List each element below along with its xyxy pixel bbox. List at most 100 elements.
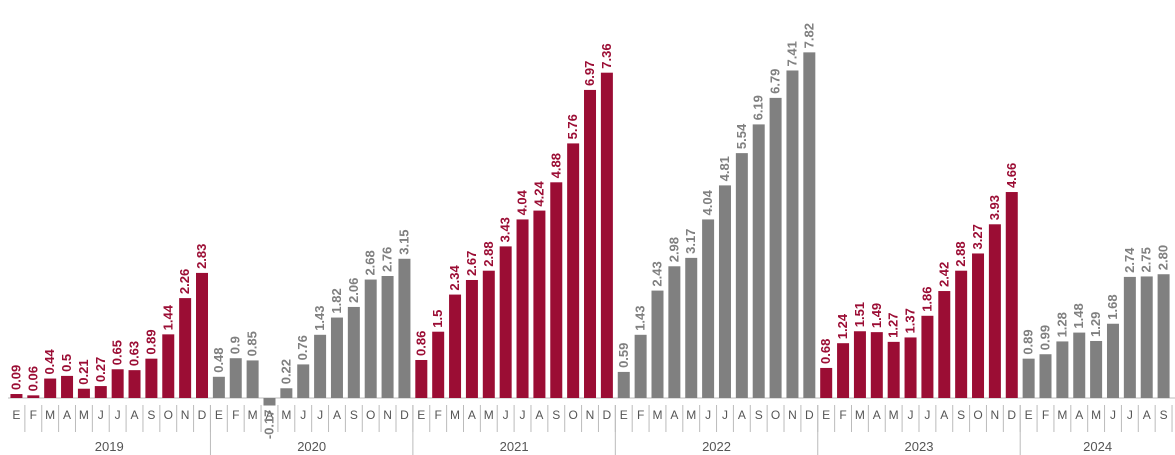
- month-tick-label: A: [670, 408, 678, 422]
- bar-2024-2: [1039, 354, 1052, 398]
- month-tick-label: N: [991, 408, 1000, 422]
- month-tick-label: J: [924, 408, 930, 422]
- month-tick-label: N: [586, 408, 595, 422]
- bar-2019-10: [162, 334, 175, 398]
- year-label: 2024: [1083, 439, 1112, 454]
- data-label: 4.66: [1004, 163, 1019, 188]
- year-label: 2020: [297, 439, 326, 454]
- data-label: 4.04: [515, 189, 530, 215]
- data-label: 7.36: [599, 43, 614, 68]
- bar-2022-9: [752, 124, 765, 398]
- month-tick-label: J: [300, 408, 306, 422]
- data-label: 1.5: [430, 310, 445, 328]
- year-label: 2023: [905, 439, 934, 454]
- month-tick-label: S: [755, 408, 763, 422]
- data-label: 0.06: [25, 366, 40, 391]
- month-tick-label: M: [281, 408, 291, 422]
- data-label: 6.79: [768, 69, 783, 94]
- bar-2020-5: [280, 388, 293, 398]
- bar-2019-1: [10, 394, 23, 398]
- data-label: 2.75: [1139, 247, 1154, 272]
- month-tick-label: F: [1042, 408, 1049, 422]
- data-label: 0.44: [42, 348, 57, 374]
- bar-2021-9: [550, 182, 563, 398]
- month-tick-label: A: [535, 408, 543, 422]
- bar-2023-1: [820, 367, 833, 398]
- data-label: 1.51: [852, 302, 867, 327]
- bar-2019-8: [128, 370, 141, 398]
- bar-2019-11: [179, 298, 192, 398]
- bar-2021-8: [533, 210, 546, 398]
- month-tick-label: F: [637, 408, 644, 422]
- month-tick-label: M: [484, 408, 494, 422]
- bar-2019-5: [77, 388, 90, 398]
- month-tick-label: A: [940, 408, 948, 422]
- month-tick-label: E: [620, 408, 628, 422]
- month-tick-label: E: [12, 408, 20, 422]
- data-label: 0.76: [295, 335, 310, 360]
- month-tick-label: J: [908, 408, 914, 422]
- month-tick-label: S: [1160, 408, 1168, 422]
- month-tick-label: S: [957, 408, 965, 422]
- bar-2020-12: [398, 258, 411, 398]
- bar-2023-6: [904, 337, 917, 398]
- month-tick-label: E: [215, 408, 223, 422]
- month-tick-label: M: [79, 408, 89, 422]
- month-tick-label: F: [839, 408, 846, 422]
- bar-2019-7: [111, 369, 124, 398]
- data-label: 3.43: [498, 217, 513, 242]
- bar-2024-9: [1157, 274, 1170, 398]
- data-label: 5.54: [734, 123, 749, 149]
- month-tick-label: F: [30, 408, 37, 422]
- bar-2021-10: [567, 143, 580, 398]
- month-tick-label: M: [1091, 408, 1101, 422]
- year-label: 2021: [500, 439, 529, 454]
- month-tick-label: A: [873, 408, 881, 422]
- bar-2020-8: [330, 317, 343, 398]
- bar-2020-4: [263, 398, 276, 406]
- month-tick-label: D: [400, 408, 409, 422]
- bar-2022-8: [735, 153, 748, 398]
- bar-2021-12: [600, 72, 613, 399]
- bar-2019-4: [61, 375, 74, 398]
- month-tick-label: A: [468, 408, 476, 422]
- data-label: 5.76: [565, 114, 580, 139]
- bar-2021-7: [516, 219, 529, 398]
- bar-2024-4: [1073, 332, 1086, 398]
- data-label: 0.89: [1021, 329, 1036, 354]
- bar-2020-11: [381, 276, 394, 398]
- bar-2022-11: [786, 70, 799, 398]
- bar-2020-2: [229, 358, 242, 398]
- month-tick-label: O: [568, 408, 577, 422]
- data-label: 0.21: [76, 359, 91, 384]
- data-label: 0.68: [818, 339, 833, 364]
- data-label: 2.43: [649, 261, 664, 286]
- bar-2020-3: [246, 360, 259, 398]
- month-tick-label: E: [417, 408, 425, 422]
- month-tick-label: M: [652, 408, 662, 422]
- data-label: 1.48: [1071, 303, 1086, 328]
- month-tick-label: F: [232, 408, 239, 422]
- bar-2022-1: [617, 371, 630, 398]
- month-tick-label: J: [115, 408, 121, 422]
- month-tick-label: M: [686, 408, 696, 422]
- data-label: 1.86: [919, 286, 934, 311]
- data-label: 3.27: [970, 224, 985, 249]
- month-tick-label: J: [520, 408, 526, 422]
- bar-2022-6: [702, 219, 715, 398]
- bar-2020-1: [212, 376, 225, 398]
- data-label: 4.24: [531, 181, 546, 207]
- data-label: 0.22: [278, 359, 293, 384]
- month-tick-label: S: [350, 408, 358, 422]
- bar-2019-2: [27, 395, 40, 398]
- month-tick-label: M: [450, 408, 460, 422]
- data-label: 0.99: [1038, 325, 1053, 350]
- month-tick-label: A: [265, 408, 273, 422]
- bar-2019-3: [44, 378, 57, 398]
- bar-2024-3: [1056, 341, 1069, 398]
- month-tick-label: N: [383, 408, 392, 422]
- month-tick-label: M: [248, 408, 258, 422]
- data-label: 4.88: [548, 153, 563, 178]
- month-tick-label: J: [722, 408, 728, 422]
- data-label: 1.37: [903, 308, 918, 333]
